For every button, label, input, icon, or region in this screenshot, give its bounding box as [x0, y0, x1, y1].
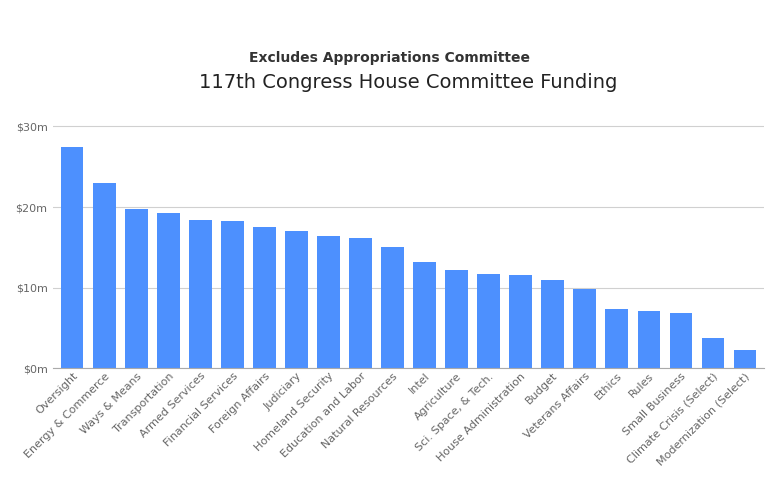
Text: Excludes Appropriations Committee: Excludes Appropriations Committee: [249, 51, 530, 65]
Bar: [573, 289, 596, 368]
Bar: [605, 309, 628, 368]
Bar: [285, 231, 308, 368]
Bar: [414, 262, 435, 368]
Bar: [93, 183, 115, 368]
Bar: [189, 220, 212, 368]
Bar: [734, 350, 756, 368]
Bar: [669, 312, 692, 368]
Bar: [125, 209, 147, 368]
Bar: [349, 238, 372, 368]
Bar: [381, 247, 404, 368]
Bar: [702, 337, 724, 368]
Bar: [157, 213, 180, 368]
Bar: [541, 280, 564, 368]
Bar: [61, 147, 83, 368]
Bar: [253, 227, 276, 368]
Bar: [478, 274, 500, 368]
Bar: [637, 311, 660, 368]
Bar: [221, 221, 244, 368]
Bar: [446, 270, 467, 368]
Bar: [317, 236, 340, 368]
Bar: [509, 276, 532, 368]
Title: 117th Congress House Committee Funding: 117th Congress House Committee Funding: [199, 73, 618, 92]
